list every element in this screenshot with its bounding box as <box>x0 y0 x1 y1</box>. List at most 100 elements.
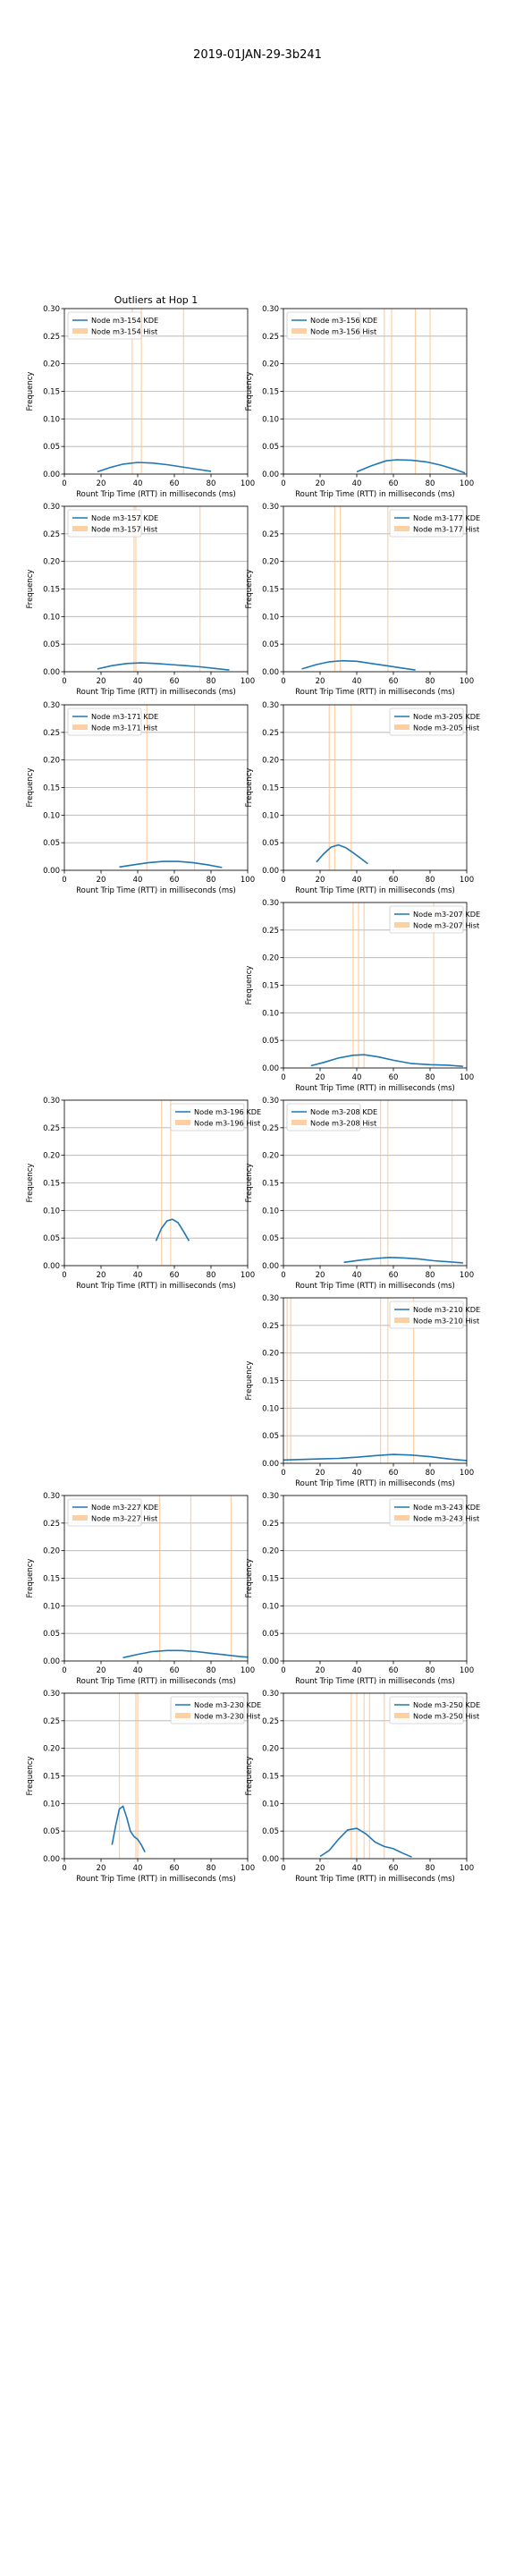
hist-bar <box>358 902 359 1068</box>
x-tick-label: 100 <box>241 479 255 488</box>
hist-bar <box>350 705 352 870</box>
y-axis-label: Frequency <box>245 372 254 411</box>
x-axis-label: Rount Trip Time (RTT) in milliseconds (m… <box>295 1084 455 1093</box>
legend-hist-swatch <box>394 922 409 928</box>
y-tick-label: 0.20 <box>262 1350 279 1359</box>
y-tick-label: 0.25 <box>262 1322 279 1331</box>
y-tick-label: 0.10 <box>43 1602 60 1611</box>
y-tick-label: 0.10 <box>43 811 60 820</box>
legend-kde-label: Node m3-157 KDE <box>91 513 158 522</box>
y-axis-label: Frequency <box>245 966 254 1005</box>
y-tick-label: 0.25 <box>43 530 60 539</box>
kde-line <box>97 462 212 473</box>
hist-bar <box>118 1693 121 1859</box>
legend-hist-label: Node m3-177 Hist <box>413 525 480 534</box>
y-tick-label: 0.10 <box>262 1800 279 1809</box>
x-tick-label: 100 <box>460 1073 474 1082</box>
legend-hist-swatch <box>394 1318 409 1323</box>
y-tick-label: 0.20 <box>262 360 279 369</box>
x-tick-label: 100 <box>460 677 474 686</box>
y-tick-label: 0.30 <box>262 1097 279 1106</box>
hist-bar <box>350 1693 352 1859</box>
legend-hist-label: Node m3-157 Hist <box>91 525 158 534</box>
x-tick-label: 60 <box>389 479 399 488</box>
y-tick-label: 0.20 <box>43 1152 60 1161</box>
subplot-9: 0 20 40 60 80 100 0.00 0.05 0.10 0.15 0.20 0.25 0.30… <box>26 1097 261 1291</box>
y-tick-label: 0.10 <box>262 1602 279 1611</box>
legend-hist-label: Node m3-156 Hist <box>310 327 377 336</box>
y-tick-label: 0.15 <box>43 1575 60 1584</box>
x-tick-label: 40 <box>133 1271 143 1280</box>
legend-hist-swatch <box>72 526 88 531</box>
x-tick-label: 40 <box>352 876 362 885</box>
x-tick-label: 20 <box>316 1073 325 1082</box>
x-tick-label: 80 <box>207 677 216 686</box>
y-tick-label: 0.20 <box>43 1745 60 1754</box>
y-tick-label: 0.20 <box>262 1152 279 1161</box>
legend-kde-label: Node m3-243 KDE <box>413 1503 480 1512</box>
subplot-10: 0 20 40 60 80 100 0.00 0.05 0.10 0.15 0.20 0.25 0.30… <box>245 1097 474 1291</box>
y-tick-label: 0.00 <box>262 1262 279 1271</box>
x-tick-label: 0 <box>281 479 285 488</box>
y-tick-label: 0.25 <box>43 729 60 738</box>
y-tick-label: 0.30 <box>43 701 60 710</box>
legend-kde-label: Node m3-227 KDE <box>91 1503 158 1512</box>
x-axis-label: Rount Trip Time (RTT) in milliseconds (m… <box>76 490 236 499</box>
x-tick-label: 80 <box>426 876 435 885</box>
y-tick-label: 0.25 <box>262 333 279 342</box>
x-tick-label: 20 <box>97 1666 106 1675</box>
y-axis-label: Frequency <box>245 1559 254 1598</box>
hist-bar <box>387 1100 389 1266</box>
y-tick-label: 0.15 <box>43 586 60 595</box>
x-tick-label: 20 <box>316 677 325 686</box>
x-tick-label: 20 <box>316 1271 325 1280</box>
y-tick-label: 0.25 <box>43 1124 60 1133</box>
x-tick-label: 100 <box>460 479 474 488</box>
kde-line <box>283 1453 468 1462</box>
y-tick-label: 0.20 <box>262 1547 279 1556</box>
y-tick-label: 0.00 <box>43 668 60 677</box>
x-tick-label: 100 <box>241 1271 255 1280</box>
x-tick-label: 100 <box>241 1864 255 1873</box>
x-tick-label: 0 <box>62 876 66 885</box>
hist-bar <box>286 1298 288 1463</box>
subplot-16: 0 20 40 60 80 100 0.00 0.05 0.10 0.15 0.20 0.25 0.30… <box>245 1690 480 1884</box>
x-tick-label: 60 <box>389 876 399 885</box>
legend-hist-label: Node m3-196 Hist <box>194 1119 261 1128</box>
x-tick-label: 80 <box>426 1864 435 1873</box>
y-tick-label: 0.05 <box>262 1827 279 1836</box>
legend-kde-label: Node m3-208 KDE <box>310 1107 377 1116</box>
legend-kde-label: Node m3-205 KDE <box>413 712 480 721</box>
legend: Node m3-154 KDE Node m3-154 Hist <box>67 311 158 340</box>
hist-bar <box>363 1693 365 1859</box>
y-tick-label: 0.15 <box>262 388 279 397</box>
x-axis-label: Rount Trip Time (RTT) in milliseconds (m… <box>295 1875 455 1884</box>
y-axis-label: Frequency <box>26 1164 35 1203</box>
legend-kde-label: Node m3-250 KDE <box>413 1700 480 1709</box>
x-tick-label: 100 <box>241 677 255 686</box>
legend: Node m3-207 KDE Node m3-207 Hist <box>389 905 480 934</box>
subplot-14: 0 20 40 60 80 100 0.00 0.05 0.10 0.15 0.20 0.25 0.30… <box>245 1492 480 1686</box>
y-tick-label: 0.10 <box>262 1009 279 1018</box>
x-tick-label: 80 <box>426 479 435 488</box>
x-axis-label: Rount Trip Time (RTT) in milliseconds (m… <box>76 1282 236 1291</box>
y-tick-label: 0.15 <box>262 1575 279 1584</box>
y-tick-label: 0.30 <box>43 1492 60 1501</box>
y-tick-label: 0.05 <box>43 1827 60 1836</box>
x-tick-label: 60 <box>170 876 180 885</box>
legend: Node m3-196 KDE Node m3-196 Hist <box>170 1103 261 1131</box>
x-tick-label: 80 <box>426 1469 435 1478</box>
y-tick-label: 0.10 <box>43 1207 60 1216</box>
y-tick-label: 0.30 <box>262 305 279 314</box>
y-tick-label: 0.10 <box>43 613 60 622</box>
legend-hist-label: Node m3-207 Hist <box>413 921 480 930</box>
legend-kde-label: Node m3-196 KDE <box>194 1107 261 1116</box>
legend-hist-label: Node m3-210 Hist <box>413 1317 480 1326</box>
x-tick-label: 0 <box>62 1864 66 1873</box>
legend-kde-label: Node m3-156 KDE <box>310 316 377 325</box>
x-tick-label: 80 <box>207 876 216 885</box>
y-tick-label: 0.25 <box>262 530 279 539</box>
hist-bar <box>387 506 389 672</box>
hist-bar <box>363 902 365 1068</box>
legend: Node m3-250 KDE Node m3-250 Hist <box>389 1696 480 1724</box>
